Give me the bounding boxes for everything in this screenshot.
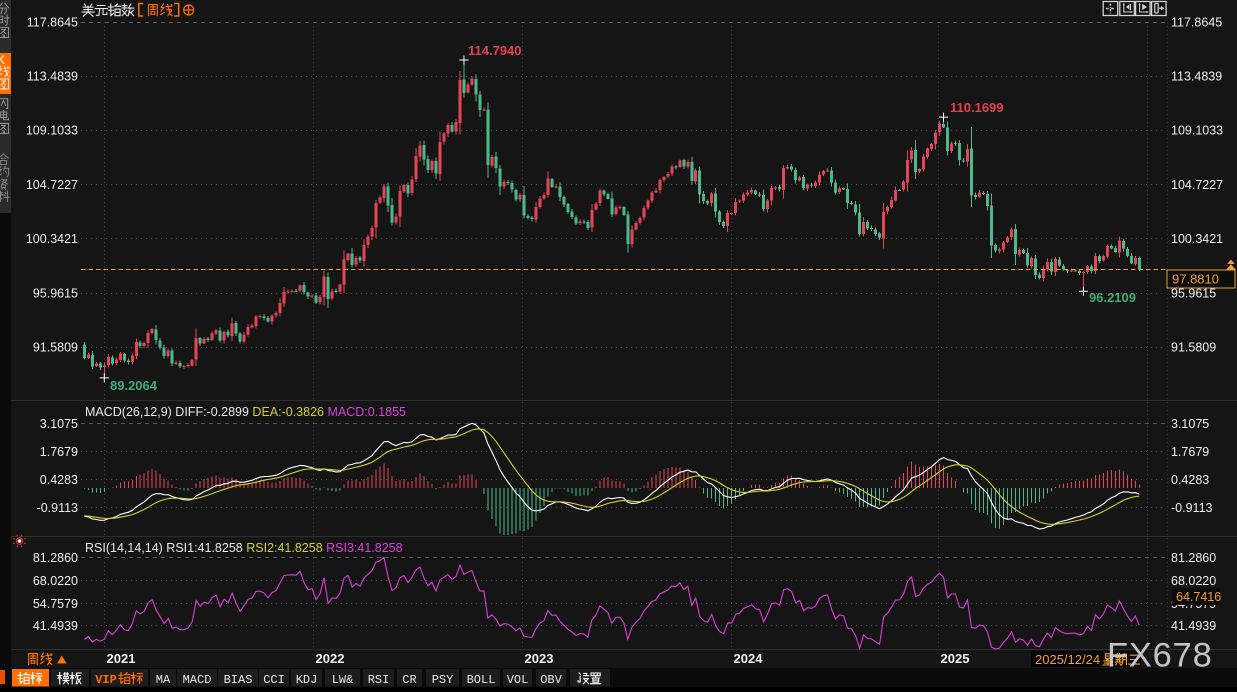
svg-text:41.4939: 41.4939 <box>1171 619 1216 633</box>
svg-text:89.2064: 89.2064 <box>110 378 158 393</box>
svg-text:3.1075: 3.1075 <box>40 417 78 431</box>
svg-text:LW&: LW& <box>332 673 354 687</box>
svg-text:100.3421: 100.3421 <box>1171 232 1223 246</box>
svg-text:1.7679: 1.7679 <box>40 445 78 459</box>
svg-text:54.7579: 54.7579 <box>33 597 78 611</box>
svg-text:K: K <box>0 53 5 67</box>
svg-text:MACD: MACD <box>183 673 212 687</box>
svg-text:-0.9113: -0.9113 <box>37 501 79 515</box>
svg-text:CCI: CCI <box>263 673 285 687</box>
svg-text:BIAS: BIAS <box>224 673 253 687</box>
svg-text:3.1075: 3.1075 <box>1171 417 1209 431</box>
svg-text:109.1033: 109.1033 <box>1171 124 1223 138</box>
svg-text:41.4939: 41.4939 <box>33 619 78 633</box>
svg-text:0.4283: 0.4283 <box>40 473 78 487</box>
svg-text:FX678: FX678 <box>1107 637 1213 675</box>
svg-text:64.7416: 64.7416 <box>1176 590 1221 604</box>
svg-text:RSI: RSI <box>368 673 390 687</box>
svg-text:114.7940: 114.7940 <box>468 43 522 58</box>
svg-text:81.2860: 81.2860 <box>33 551 78 565</box>
svg-text:95.9615: 95.9615 <box>33 286 78 300</box>
svg-text:117.8645: 117.8645 <box>27 15 78 29</box>
svg-text:104.7227: 104.7227 <box>26 178 78 192</box>
svg-text:110.1699: 110.1699 <box>950 100 1004 115</box>
svg-text:96.2109: 96.2109 <box>1089 290 1136 305</box>
svg-text:OBV: OBV <box>540 673 562 687</box>
svg-text:0.4283: 0.4283 <box>1171 473 1209 487</box>
svg-text:PSY: PSY <box>432 673 454 687</box>
svg-text:BOLL: BOLL <box>467 673 496 687</box>
svg-text:2025: 2025 <box>941 651 970 666</box>
svg-text:113.4839: 113.4839 <box>27 70 78 84</box>
svg-text:1.7679: 1.7679 <box>1171 445 1209 459</box>
svg-text:68.0220: 68.0220 <box>33 574 78 588</box>
svg-text:2023: 2023 <box>525 651 554 666</box>
svg-text:2024: 2024 <box>734 651 764 666</box>
svg-text:91.5809: 91.5809 <box>1171 341 1216 355</box>
svg-text:109.1033: 109.1033 <box>26 124 78 138</box>
svg-text:MA: MA <box>156 673 171 687</box>
svg-text:KDJ: KDJ <box>296 673 318 687</box>
svg-text:2025/12/24: 2025/12/24 <box>1035 652 1100 667</box>
svg-text:-0.9113: -0.9113 <box>1171 501 1213 515</box>
svg-text:104.7227: 104.7227 <box>1171 178 1223 192</box>
svg-text:81.2860: 81.2860 <box>1171 551 1216 565</box>
svg-text:100.3421: 100.3421 <box>26 232 78 246</box>
svg-text:117.8645: 117.8645 <box>1171 15 1222 29</box>
svg-text:2022: 2022 <box>316 651 345 666</box>
svg-text:2021: 2021 <box>107 651 136 666</box>
svg-text:MACD(26,12,9) DIFF:-0.2899 DE: MACD(26,12,9) DIFF:-0.2899 DEA:-0.3826 M… <box>85 405 406 419</box>
svg-text:68.0220: 68.0220 <box>1171 574 1216 588</box>
svg-text:113.4839: 113.4839 <box>1171 70 1222 84</box>
svg-text:RSI(14,14,14) RSI1:41.8258 RS: RSI(14,14,14) RSI1:41.8258 RSI2:41.8258 … <box>85 541 403 555</box>
svg-text:95.9615: 95.9615 <box>1171 286 1216 300</box>
svg-text:91.5809: 91.5809 <box>33 341 78 355</box>
svg-text:CR: CR <box>402 673 416 687</box>
svg-text:VIP: VIP <box>95 673 117 687</box>
svg-text:VOL: VOL <box>507 673 529 687</box>
svg-text:97.8810: 97.8810 <box>1172 271 1219 286</box>
